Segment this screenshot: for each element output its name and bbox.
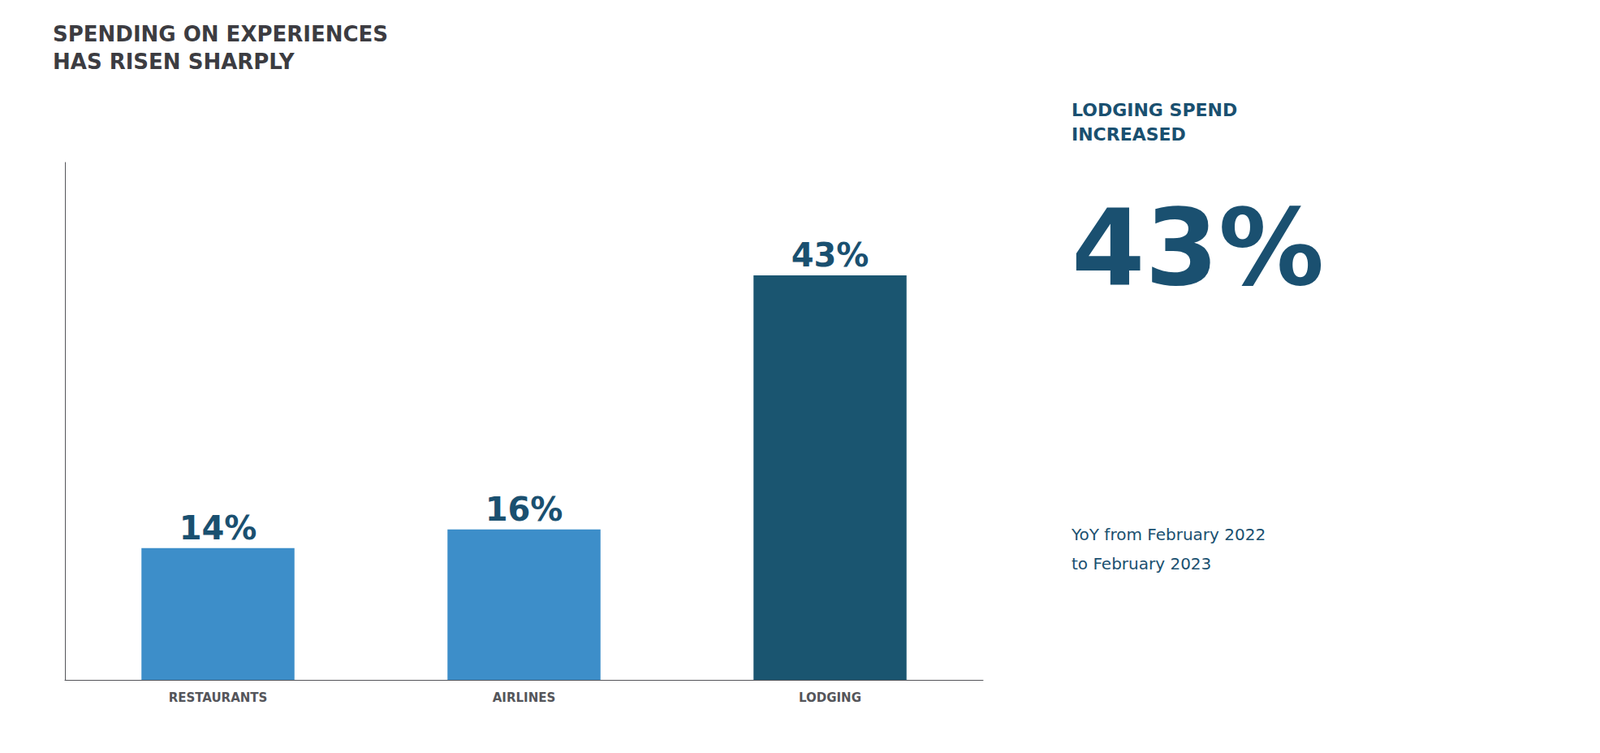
svg-text:YoY from February 2022: YoY from February 2022 [1070, 524, 1266, 544]
svg-text:RESTAURANTS: RESTAURANTS [168, 690, 268, 705]
svg-text:14%: 14% [179, 508, 258, 547]
svg-text:HAS RISEN SHARPLY: HAS RISEN SHARPLY [52, 49, 296, 74]
svg-text:LODGING: LODGING [798, 690, 862, 705]
svg-text:SPENDING ON EXPERIENCES: SPENDING ON EXPERIENCES [52, 21, 389, 47]
svg-text:LODGING SPEND: LODGING SPEND [1071, 99, 1238, 121]
svg-text:43%: 43% [791, 236, 870, 274]
svg-text:43%: 43% [1071, 185, 1324, 310]
svg-text:to February 2023: to February 2023 [1071, 553, 1212, 574]
svg-text:16%: 16% [485, 490, 564, 528]
svg-text:INCREASED: INCREASED [1071, 124, 1186, 145]
svg-text:AIRLINES: AIRLINES [492, 690, 556, 705]
